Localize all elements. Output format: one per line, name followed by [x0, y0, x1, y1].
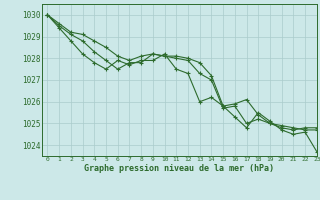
- X-axis label: Graphe pression niveau de la mer (hPa): Graphe pression niveau de la mer (hPa): [84, 164, 274, 173]
